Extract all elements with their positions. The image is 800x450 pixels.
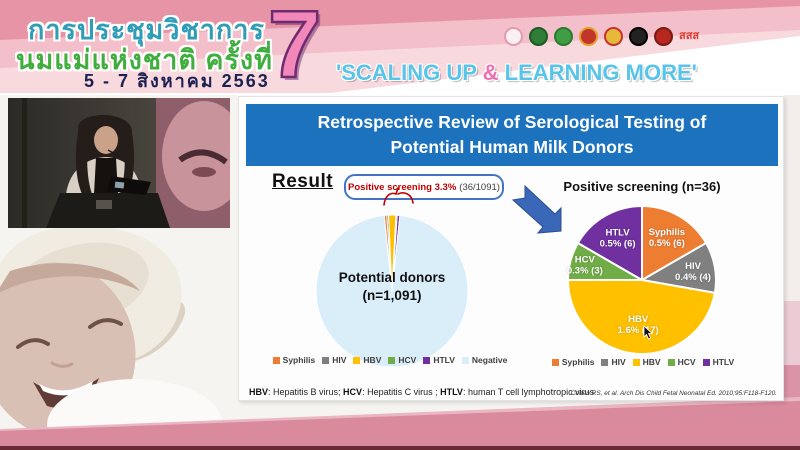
background-right-strip	[784, 95, 800, 450]
pie-slice-negative	[315, 214, 469, 368]
footnote-htlv: HTLV	[440, 387, 463, 397]
positive-pie-title: Positive screening (n=36)	[563, 179, 721, 194]
legend-label: Syphilis	[282, 355, 316, 365]
breastfeeding-foundation-logo-icon	[504, 27, 523, 46]
legend-item-hbv: HBV	[632, 357, 661, 367]
callout-highlight: Positive screening 3.3%	[348, 181, 457, 193]
pie-label-hcv: HCV 0.3% (3)	[567, 255, 603, 277]
legend-item-hiv: HIV	[322, 355, 346, 365]
conference-tagline: 'SCALING UP & LEARNING MORE'	[336, 60, 798, 86]
legend-item-negative: Negative	[461, 355, 508, 365]
legend-swatch-icon	[423, 356, 431, 364]
legend-swatch-icon	[632, 358, 640, 366]
conference-banner: การประชุมวิชาการ นมแม่แห่งชาติ ครั้งที่ …	[0, 0, 800, 99]
legend-swatch-icon	[461, 356, 469, 364]
legend-item-syphilis: Syphilis	[272, 355, 316, 365]
footnote-text: : Hepatitis B virus;	[268, 387, 344, 397]
legend-label: HCV	[398, 355, 417, 365]
pie-slice-htlv	[576, 205, 643, 281]
legend-item-syphilis: Syphilis	[551, 357, 595, 367]
legend-label: HBV	[642, 357, 661, 367]
pie-label-hbv: HBV 1.6% (17)	[618, 314, 659, 336]
positive-pie-legend: Syphilis HIV HBV HCV HTLV	[551, 357, 734, 367]
pie-slice-hbv	[567, 279, 716, 355]
legend-label: HBV	[363, 355, 382, 365]
donors-label-line2: (n=1,091)	[362, 287, 422, 303]
thaihealth-sss-logo-icon: สสส	[679, 30, 700, 42]
blue-arrow-icon	[511, 184, 562, 234]
legend-item-hcv: HCV	[667, 357, 696, 367]
legend-label: Syphilis	[561, 357, 595, 367]
legend-label: Negative	[471, 355, 508, 365]
pie-slice-syphilis	[641, 205, 708, 281]
pie-label-htlv: HTLV 0.5% (6)	[600, 228, 636, 250]
footnote-hbv: HBV	[249, 387, 269, 397]
legend-item-htlv: HTLV	[702, 357, 735, 367]
positive-pie-chart: Syphilis 0.5% (6) HIV 0.4% (4) HBV 1.6% (17) H…	[567, 205, 718, 355]
legend-swatch-icon	[667, 358, 675, 366]
tagline-ampersand: &	[482, 60, 499, 85]
legend-swatch-icon	[353, 356, 361, 364]
slide-title-bar: Retrospective Review of Serological Test…	[246, 104, 778, 166]
pie-label-hiv: HIV 0.4% (4)	[675, 261, 711, 283]
result-heading: Result	[272, 171, 334, 192]
legend-label: HCV	[677, 357, 696, 367]
footnote-hcv: HCV	[343, 387, 363, 397]
footnote-text: : human T cell lymphotropic virus	[462, 387, 595, 397]
slide-title-line2: Potential Human Milk Donors	[390, 137, 634, 157]
slide-title-line1: Retrospective Review of Serological Test…	[317, 111, 707, 132]
red-emblem-logo-icon	[654, 27, 673, 46]
legend-swatch-icon	[551, 358, 559, 366]
gold-crest-logo-icon	[604, 27, 623, 46]
bottom-pink-band	[0, 397, 800, 450]
tagline-pre: 'SCALING UP	[336, 60, 483, 85]
pediatric-society-logo-icon	[629, 27, 648, 46]
legend-swatch-icon	[702, 358, 710, 366]
legend-label: HTLV	[433, 355, 455, 365]
presenter-video-frame	[8, 98, 230, 228]
pie-label-syphilis: Syphilis 0.5% (6)	[649, 227, 685, 249]
edition-number: 7	[267, 0, 323, 99]
tagline-post: LEARNING MORE'	[498, 60, 697, 85]
presentation-slide: Retrospective Review of Serological Test…	[238, 96, 784, 401]
banner-title-line2: นมแม่แห่งชาติ ครั้งที่	[16, 45, 273, 75]
legend-swatch-icon	[601, 358, 609, 366]
royal-college-logo-icon	[579, 27, 598, 46]
donors-pie-chart	[315, 214, 469, 368]
banner-title-line1: การประชุมวิชาการ	[28, 15, 265, 45]
donors-pie-legend: Syphilis HIV HBV HCV HTLV Negative	[259, 355, 521, 365]
medical-council-logo-icon	[554, 27, 573, 46]
legend-swatch-icon	[388, 356, 396, 364]
organizer-logos: สสส	[504, 27, 699, 46]
ministry-of-health-logo-icon	[529, 27, 548, 46]
legend-swatch-icon	[322, 356, 330, 364]
legend-label: HTLV	[712, 357, 735, 367]
callout-detail: (36/1091)	[459, 181, 500, 193]
donors-pie-center-label: Potential donors (n=1,091)	[309, 269, 475, 304]
legend-item-hcv: HCV	[388, 355, 416, 365]
legend-label: HIV	[611, 357, 626, 367]
presenter-video	[8, 98, 230, 228]
banner-stripes	[0, 0, 800, 96]
donors-label-line1: Potential donors	[338, 270, 446, 285]
footnote-text: : Hepatitis C virus ;	[362, 387, 441, 397]
legend-label: HIV	[332, 355, 347, 365]
legend-item-hiv: HIV	[601, 357, 626, 367]
legend-item-htlv: HTLV	[423, 355, 455, 365]
reference-citation: Cohen RS, et al. Arch Dis Child Fetal Ne…	[570, 390, 777, 397]
legend-item-hbv: HBV	[353, 355, 381, 365]
positive-screening-callout: Positive screening 3.3% (36/1091)	[344, 174, 504, 200]
banner-date: 5 - 7 สิงหาคม 2563	[84, 71, 270, 91]
abbreviation-footnote: HBV: Hepatitis B virus; HCV: Hepatitis C…	[249, 387, 594, 397]
legend-swatch-icon	[272, 356, 280, 364]
